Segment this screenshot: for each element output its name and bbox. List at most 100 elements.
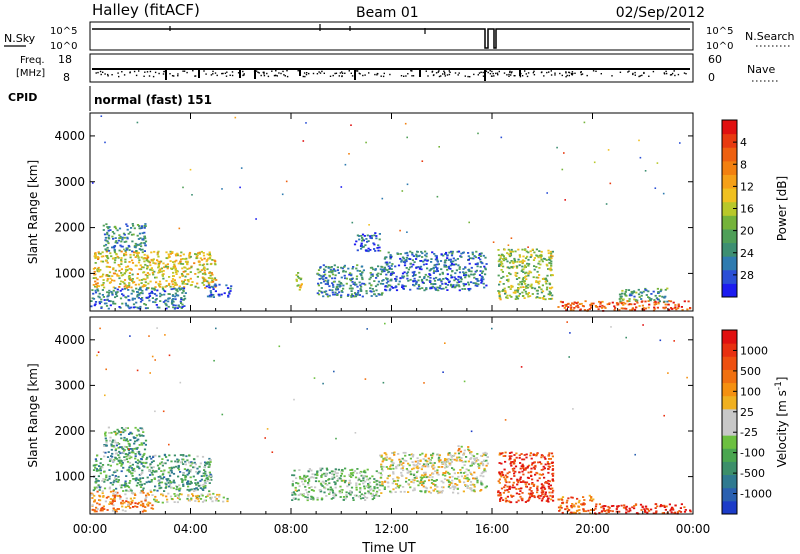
data-cell bbox=[441, 272, 444, 275]
data-cell bbox=[517, 295, 520, 297]
data-cell bbox=[180, 478, 184, 481]
data-cell bbox=[96, 282, 99, 285]
data-cell bbox=[123, 436, 126, 439]
data-cell bbox=[521, 463, 524, 466]
data-cell bbox=[613, 305, 616, 308]
colorbar-tick-label: 500 bbox=[740, 365, 761, 378]
data-cell bbox=[126, 304, 129, 307]
data-cell bbox=[165, 251, 168, 254]
nave-dot bbox=[627, 71, 629, 73]
data-cell bbox=[552, 499, 555, 502]
data-cell bbox=[113, 479, 116, 482]
data-cell bbox=[121, 302, 124, 305]
data-cell bbox=[551, 496, 554, 498]
data-cell bbox=[299, 493, 302, 495]
data-cell bbox=[358, 483, 361, 486]
data-cell bbox=[433, 466, 436, 469]
data-cell bbox=[361, 233, 365, 236]
data-cell bbox=[123, 445, 126, 448]
data-cell bbox=[467, 288, 470, 290]
data-cell bbox=[498, 292, 501, 294]
data-cell bbox=[421, 252, 424, 255]
nave-dot bbox=[222, 72, 224, 75]
nave-dot bbox=[305, 73, 308, 76]
data-cell bbox=[468, 262, 471, 265]
data-cell bbox=[209, 459, 212, 461]
data-cell bbox=[678, 510, 681, 512]
data-cell bbox=[176, 307, 179, 309]
data-cell bbox=[550, 262, 553, 265]
data-cell bbox=[619, 300, 622, 303]
data-cell bbox=[170, 467, 174, 470]
data-cell bbox=[320, 483, 323, 486]
data-cell bbox=[121, 274, 125, 276]
data-cell bbox=[362, 479, 365, 482]
data-cell bbox=[504, 419, 507, 421]
data-cell bbox=[441, 473, 445, 476]
data-cell bbox=[203, 479, 206, 482]
data-cell bbox=[140, 225, 143, 228]
data-cell bbox=[402, 469, 405, 472]
x-tick-label: 00:00 bbox=[676, 522, 711, 536]
data-cell bbox=[132, 251, 136, 254]
data-cell bbox=[393, 454, 396, 456]
data-cell bbox=[125, 484, 128, 487]
data-cell bbox=[436, 195, 439, 198]
data-cell bbox=[172, 285, 175, 288]
data-cell bbox=[502, 283, 505, 285]
data-cell bbox=[475, 476, 478, 479]
data-cell bbox=[332, 268, 335, 270]
data-cell bbox=[340, 472, 343, 475]
data-cell bbox=[182, 454, 185, 457]
data-cell bbox=[336, 479, 339, 482]
nave-dot bbox=[527, 72, 530, 74]
data-cell bbox=[94, 285, 97, 288]
data-cell bbox=[511, 250, 514, 253]
data-cell bbox=[172, 300, 175, 303]
data-cell bbox=[159, 462, 162, 465]
data-cell bbox=[184, 292, 187, 294]
data-cell bbox=[114, 259, 117, 261]
nave-dot bbox=[306, 72, 308, 74]
data-cell bbox=[540, 474, 543, 476]
data-cell bbox=[132, 506, 135, 508]
data-cell bbox=[619, 301, 622, 304]
data-cell bbox=[422, 263, 426, 266]
data-cell bbox=[126, 427, 129, 429]
data-cell bbox=[637, 293, 641, 296]
colorbar-swatch bbox=[722, 330, 737, 344]
data-cell bbox=[625, 289, 628, 291]
data-cell bbox=[123, 241, 126, 243]
data-cell bbox=[328, 271, 331, 273]
data-cell bbox=[328, 482, 331, 485]
data-cell bbox=[159, 269, 162, 272]
data-cell bbox=[169, 483, 172, 486]
data-cell bbox=[170, 471, 173, 474]
data-cell bbox=[373, 248, 376, 250]
data-cell bbox=[422, 482, 425, 485]
y-axis-label: Slant Range [km] bbox=[26, 160, 40, 264]
data-cell bbox=[331, 478, 334, 480]
data-cell bbox=[180, 493, 183, 496]
data-cell bbox=[136, 462, 139, 465]
nave-dot bbox=[194, 75, 196, 77]
data-cell bbox=[140, 266, 144, 268]
data-cell bbox=[212, 280, 215, 283]
data-cell bbox=[508, 267, 511, 270]
nave-dot bbox=[149, 70, 152, 73]
data-cell bbox=[127, 504, 130, 506]
data-cell bbox=[471, 251, 474, 254]
data-cell bbox=[213, 359, 215, 362]
data-cell bbox=[623, 307, 626, 310]
data-cell bbox=[201, 455, 205, 458]
data-cell bbox=[292, 497, 295, 500]
data-cell bbox=[518, 471, 521, 474]
data-cell bbox=[499, 298, 502, 301]
data-cell bbox=[549, 494, 552, 497]
data-cell bbox=[460, 280, 463, 283]
data-cell bbox=[92, 182, 94, 184]
data-cell bbox=[387, 485, 390, 488]
data-cell bbox=[641, 291, 644, 294]
data-cell bbox=[182, 463, 185, 465]
data-cell bbox=[293, 398, 295, 401]
